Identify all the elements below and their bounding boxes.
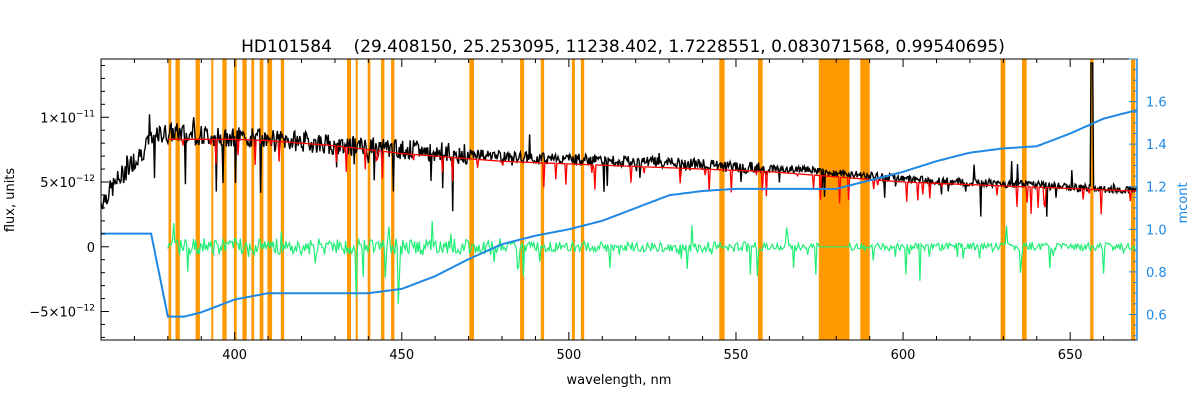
masked-region-22 <box>758 59 763 340</box>
masked-region-0 <box>168 59 172 340</box>
masked-region-4 <box>222 59 227 340</box>
y-right-tick-label: 0.8 <box>1146 266 1167 281</box>
masked-region-20 <box>580 59 585 340</box>
x-axis-label: wavelength, nm <box>567 373 672 388</box>
x-tick-label: 600 <box>891 348 916 363</box>
y-axis-label: flux, units <box>3 168 18 233</box>
masked-region-1 <box>175 59 180 340</box>
y-tick-label: 5×10−12 <box>40 174 95 191</box>
masked-regions <box>168 59 1136 340</box>
masked-region-25 <box>1000 59 1006 340</box>
masked-region-19 <box>571 59 575 340</box>
masked-region-10 <box>280 59 285 340</box>
masked-region-15 <box>391 59 395 340</box>
masked-region-23 <box>818 59 850 340</box>
masked-region-18 <box>540 59 545 340</box>
masked-region-8 <box>259 59 264 340</box>
masked-region-5 <box>234 59 237 340</box>
masked-region-27 <box>1090 59 1094 340</box>
masked-region-21 <box>719 59 725 340</box>
masked-region-7 <box>251 59 255 340</box>
model-line <box>167 138 1137 215</box>
masked-region-11 <box>347 59 351 340</box>
x-tick-label: 400 <box>222 348 247 363</box>
y-axis-label-right: mcont <box>1176 182 1191 223</box>
y-right-tick-label: 1.6 <box>1146 96 1167 111</box>
masked-region-16 <box>469 59 474 340</box>
model-series <box>167 138 1137 215</box>
masked-region-2 <box>195 59 200 340</box>
masked-region-3 <box>211 59 214 340</box>
masked-region-14 <box>381 59 385 340</box>
y-right-tick-label: 1.2 <box>1146 181 1167 196</box>
masked-region-17 <box>520 59 525 340</box>
y-right-tick-label: 1.0 <box>1146 223 1167 238</box>
y-right-tick-label: 1.4 <box>1146 138 1167 153</box>
x-tick-label: 500 <box>556 348 581 363</box>
masked-region-28 <box>1131 59 1136 340</box>
chart-title: HD101584 (29.408150, 25.253095, 11238.40… <box>241 37 1005 57</box>
y-axis-right: 0.6 0.8 1.0 1.2 1.4 1.6 <box>1129 58 1167 340</box>
x-tick-label: 450 <box>389 348 414 363</box>
residual-line <box>167 220 1137 305</box>
masked-region-13 <box>367 59 371 340</box>
y-axis: −5×10−12 0 5×10−12 1×10−11 <box>29 64 109 338</box>
y-right-tick-label: 0.6 <box>1146 308 1167 323</box>
masked-region-6 <box>242 59 247 340</box>
residual-series <box>167 220 1137 305</box>
masked-region-12 <box>355 59 358 340</box>
y-tick-label: −5×10−12 <box>29 304 95 321</box>
y-tick-label: 1×10−11 <box>40 109 95 126</box>
masked-region-26 <box>1022 59 1027 340</box>
x-tick-label: 650 <box>1058 348 1083 363</box>
mcont-line <box>101 109 1138 318</box>
masked-region-9 <box>267 59 273 340</box>
y-tick-label: 0 <box>87 241 95 256</box>
mcont-series <box>101 109 1138 318</box>
x-tick-label: 550 <box>724 348 749 363</box>
masked-region-24 <box>860 59 870 340</box>
x-axis: 400 450 500 550 600 650 <box>100 59 1138 363</box>
